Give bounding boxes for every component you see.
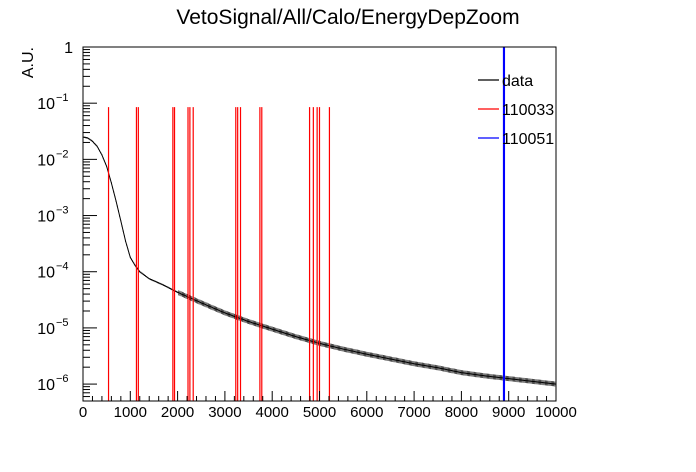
chart-title: VetoSignal/All/Calo/EnergyDepZoom	[176, 6, 519, 29]
x-tick-label: 5000	[303, 404, 336, 421]
x-tick-label: 0	[79, 404, 87, 421]
x-tick-label: 8000	[445, 404, 478, 421]
y-tick-label: 10	[37, 377, 55, 394]
y-tick-exponent: −4	[56, 261, 69, 273]
y-tick-exponent: −3	[56, 205, 69, 217]
x-tick-label: 1000	[114, 404, 147, 421]
y-tick-exponent: −5	[56, 317, 69, 329]
y-tick-exponent: −6	[56, 373, 69, 385]
y-axis: 10 −610 −510 −410 −310 −210 −11	[37, 40, 97, 402]
y-tick-exponent: −1	[56, 92, 69, 104]
legend-label: 110033	[502, 102, 554, 119]
x-tick-label: 7000	[397, 404, 430, 421]
y-axis-label: A.U.	[20, 47, 37, 78]
legend: data 110033 110051	[478, 73, 554, 148]
x-tick-label: 6000	[350, 404, 383, 421]
x-tick-label: 4000	[256, 404, 289, 421]
x-tick-label: 9000	[492, 404, 525, 421]
y-tick-exponent: −2	[56, 148, 69, 160]
plot-area	[82, 47, 557, 401]
x-tick-label: 10000	[535, 404, 577, 421]
y-tick-label: 10	[37, 321, 55, 338]
y-tick-label: 10	[37, 265, 55, 282]
y-tick-label: 10	[37, 152, 55, 169]
x-tick-label: 2000	[161, 404, 194, 421]
x-tick-label: 3000	[208, 404, 241, 421]
y-tick-label: 1	[64, 40, 73, 57]
legend-label: 110051	[502, 131, 554, 148]
x-axis: 0 1000 2000 3000 4000 5000 6000 7000 8000 9000 100…	[79, 391, 577, 421]
legend-label: data	[502, 73, 533, 90]
y-tick-label: 10	[37, 209, 55, 226]
y-tick-label: 10	[37, 96, 55, 113]
